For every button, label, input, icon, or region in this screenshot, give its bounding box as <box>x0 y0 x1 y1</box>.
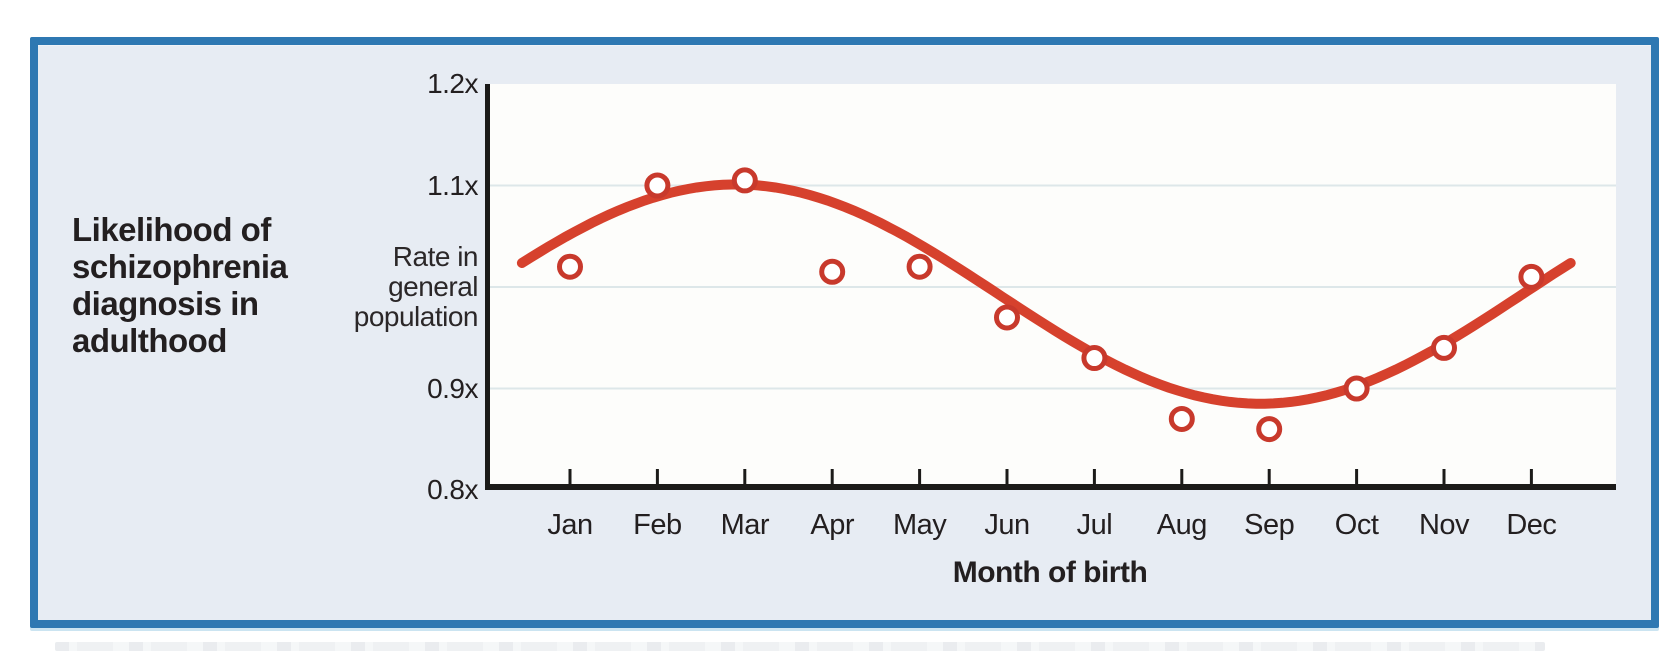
y-tick-label-1-2x: 1.2x <box>427 68 478 99</box>
data-point-mar <box>731 167 758 194</box>
plot-area <box>485 84 1616 490</box>
data-point-oct <box>1343 375 1370 402</box>
x-tick-label-apr: Apr <box>810 509 855 541</box>
x-tick-label-jan: Jan <box>547 509 593 541</box>
y-tick-label-0-8x: 0.8x <box>427 474 478 505</box>
chart-svg <box>485 84 1616 490</box>
data-point-jun <box>994 304 1020 331</box>
x-axis-title: Month of birth <box>952 556 1148 589</box>
x-tick-label-sep: Sep <box>1244 509 1295 541</box>
chart-title: Likelihood of schizophrenia diagnosis in… <box>72 211 288 359</box>
data-point-feb <box>644 172 671 199</box>
cropped-text-artifact <box>55 642 1545 651</box>
y-axis-annotation: Rate in general population <box>353 241 479 332</box>
data-point-apr <box>819 258 846 285</box>
data-point-jan <box>557 253 583 280</box>
data-point-aug <box>1168 405 1195 432</box>
chart-card: Likelihood of schizophrenia diagnosis in… <box>30 37 1659 628</box>
x-tick-label-mar: Mar <box>720 509 770 541</box>
data-point-nov <box>1431 334 1457 361</box>
trend-curve <box>516 179 1576 409</box>
x-tick-label-jun: Jun <box>984 509 1030 541</box>
x-tick-label-dec: Dec <box>1506 509 1557 541</box>
x-tick-label-feb: Feb <box>633 509 682 541</box>
x-tick-label-nov: Nov <box>1418 509 1470 541</box>
y-tick-label-1-1x: 1.1x <box>427 169 478 201</box>
x-tick-label-aug: Aug <box>1156 509 1208 541</box>
data-point-jul <box>1081 345 1108 372</box>
x-tick-label-jul: Jul <box>1076 509 1113 541</box>
y-tick-label-0-9x: 0.9x <box>427 372 478 404</box>
x-tick-label-may: May <box>892 509 947 541</box>
data-point-sep <box>1256 416 1283 443</box>
data-point-dec <box>1518 263 1545 290</box>
data-point-may <box>906 253 933 280</box>
x-tick-label-oct: Oct <box>1334 509 1379 541</box>
